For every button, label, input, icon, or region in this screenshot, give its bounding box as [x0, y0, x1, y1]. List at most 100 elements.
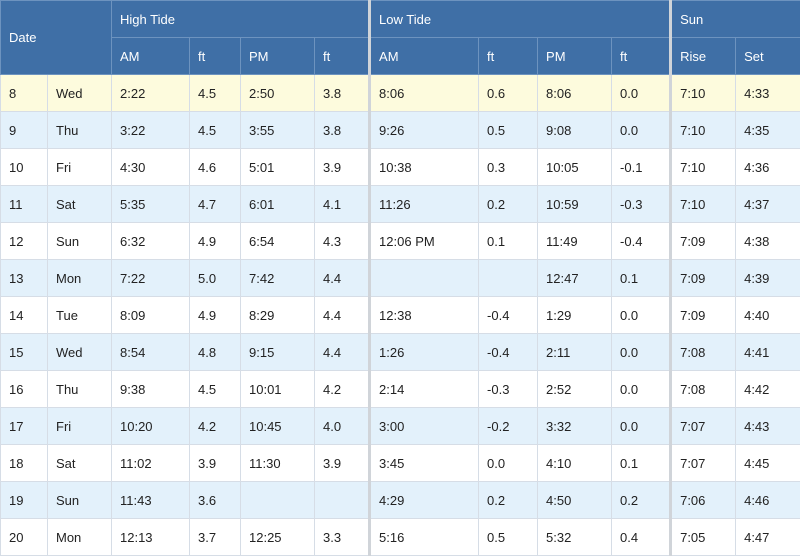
sunrise-cell: 7:09 [671, 223, 736, 260]
high-pm-height: 3.9 [315, 149, 370, 186]
high-pm-height: 3.3 [315, 519, 370, 556]
high-am-time: 11:43 [112, 482, 190, 519]
weekday-cell: Sat [48, 186, 112, 223]
date-cell: 10 [1, 149, 48, 186]
header-low-am-ft: ft [479, 38, 538, 75]
high-am-height: 4.7 [190, 186, 241, 223]
low-pm-height: -0.3 [612, 186, 671, 223]
high-pm-time: 5:01 [241, 149, 315, 186]
weekday-cell: Mon [48, 519, 112, 556]
low-pm-time: 4:10 [538, 445, 612, 482]
header-date: Date [1, 1, 112, 75]
low-am-time: 12:38 [370, 297, 479, 334]
low-am-height: 0.2 [479, 186, 538, 223]
header-sun: Sun [671, 1, 800, 38]
sunrise-cell: 7:10 [671, 75, 736, 112]
low-am-time: 12:06 PM [370, 223, 479, 260]
high-am-time: 6:32 [112, 223, 190, 260]
low-pm-time: 2:11 [538, 334, 612, 371]
high-pm-height: 4.4 [315, 260, 370, 297]
high-pm-time: 8:29 [241, 297, 315, 334]
sunrise-cell: 7:06 [671, 482, 736, 519]
high-am-height: 4.5 [190, 112, 241, 149]
weekday-cell: Thu [48, 112, 112, 149]
date-cell: 13 [1, 260, 48, 297]
high-am-time: 8:09 [112, 297, 190, 334]
high-am-height: 4.5 [190, 75, 241, 112]
high-am-time: 3:22 [112, 112, 190, 149]
high-am-time: 9:38 [112, 371, 190, 408]
sunrise-cell: 7:09 [671, 260, 736, 297]
low-pm-time: 12:47 [538, 260, 612, 297]
low-pm-height: 0.0 [612, 408, 671, 445]
low-pm-height: 0.1 [612, 445, 671, 482]
low-am-time: 10:38 [370, 149, 479, 186]
weekday-cell: Fri [48, 408, 112, 445]
low-am-height: -0.2 [479, 408, 538, 445]
date-cell: 14 [1, 297, 48, 334]
low-am-time: 9:26 [370, 112, 479, 149]
high-pm-time: 2:50 [241, 75, 315, 112]
header-sun-set: Set [736, 38, 800, 75]
high-pm-height: 3.9 [315, 445, 370, 482]
sunset-cell: 4:37 [736, 186, 800, 223]
low-pm-height: 0.0 [612, 371, 671, 408]
high-pm-time: 6:01 [241, 186, 315, 223]
low-pm-height: 0.0 [612, 112, 671, 149]
high-pm-time: 6:54 [241, 223, 315, 260]
low-am-time: 5:16 [370, 519, 479, 556]
high-pm-time: 11:30 [241, 445, 315, 482]
high-am-height: 4.9 [190, 223, 241, 260]
date-cell: 19 [1, 482, 48, 519]
high-pm-height: 3.8 [315, 112, 370, 149]
low-am-height: 0.2 [479, 482, 538, 519]
sunset-cell: 4:47 [736, 519, 800, 556]
date-cell: 8 [1, 75, 48, 112]
high-pm-time [241, 482, 315, 519]
high-am-time: 8:54 [112, 334, 190, 371]
high-pm-height: 4.1 [315, 186, 370, 223]
sunrise-cell: 7:08 [671, 371, 736, 408]
low-am-time: 8:06 [370, 75, 479, 112]
low-am-height: -0.4 [479, 334, 538, 371]
low-pm-time: 8:06 [538, 75, 612, 112]
low-pm-time: 1:29 [538, 297, 612, 334]
high-pm-height: 4.4 [315, 334, 370, 371]
low-am-height: 0.1 [479, 223, 538, 260]
low-am-time: 11:26 [370, 186, 479, 223]
sunset-cell: 4:39 [736, 260, 800, 297]
date-cell: 16 [1, 371, 48, 408]
sunset-cell: 4:38 [736, 223, 800, 260]
header-low-pm-ft: ft [612, 38, 671, 75]
weekday-cell: Wed [48, 75, 112, 112]
sunrise-cell: 7:07 [671, 408, 736, 445]
sunset-cell: 4:45 [736, 445, 800, 482]
low-am-height [479, 260, 538, 297]
high-am-time: 10:20 [112, 408, 190, 445]
high-am-time: 2:22 [112, 75, 190, 112]
low-am-height: 0.5 [479, 112, 538, 149]
sunset-cell: 4:41 [736, 334, 800, 371]
low-pm-height: -0.1 [612, 149, 671, 186]
low-pm-time: 9:08 [538, 112, 612, 149]
sunrise-cell: 7:08 [671, 334, 736, 371]
low-pm-height: 0.0 [612, 334, 671, 371]
header-high-am: AM [112, 38, 190, 75]
low-am-time: 3:45 [370, 445, 479, 482]
low-pm-height: 0.0 [612, 297, 671, 334]
table-header: Date High Tide Low Tide Sun AM ft PM ft … [1, 1, 800, 75]
low-pm-time: 10:59 [538, 186, 612, 223]
high-am-height: 4.2 [190, 408, 241, 445]
weekday-cell: Tue [48, 297, 112, 334]
low-am-time: 1:26 [370, 334, 479, 371]
header-high-pm-ft: ft [315, 38, 370, 75]
sunset-cell: 4:42 [736, 371, 800, 408]
date-cell: 9 [1, 112, 48, 149]
high-pm-height [315, 482, 370, 519]
